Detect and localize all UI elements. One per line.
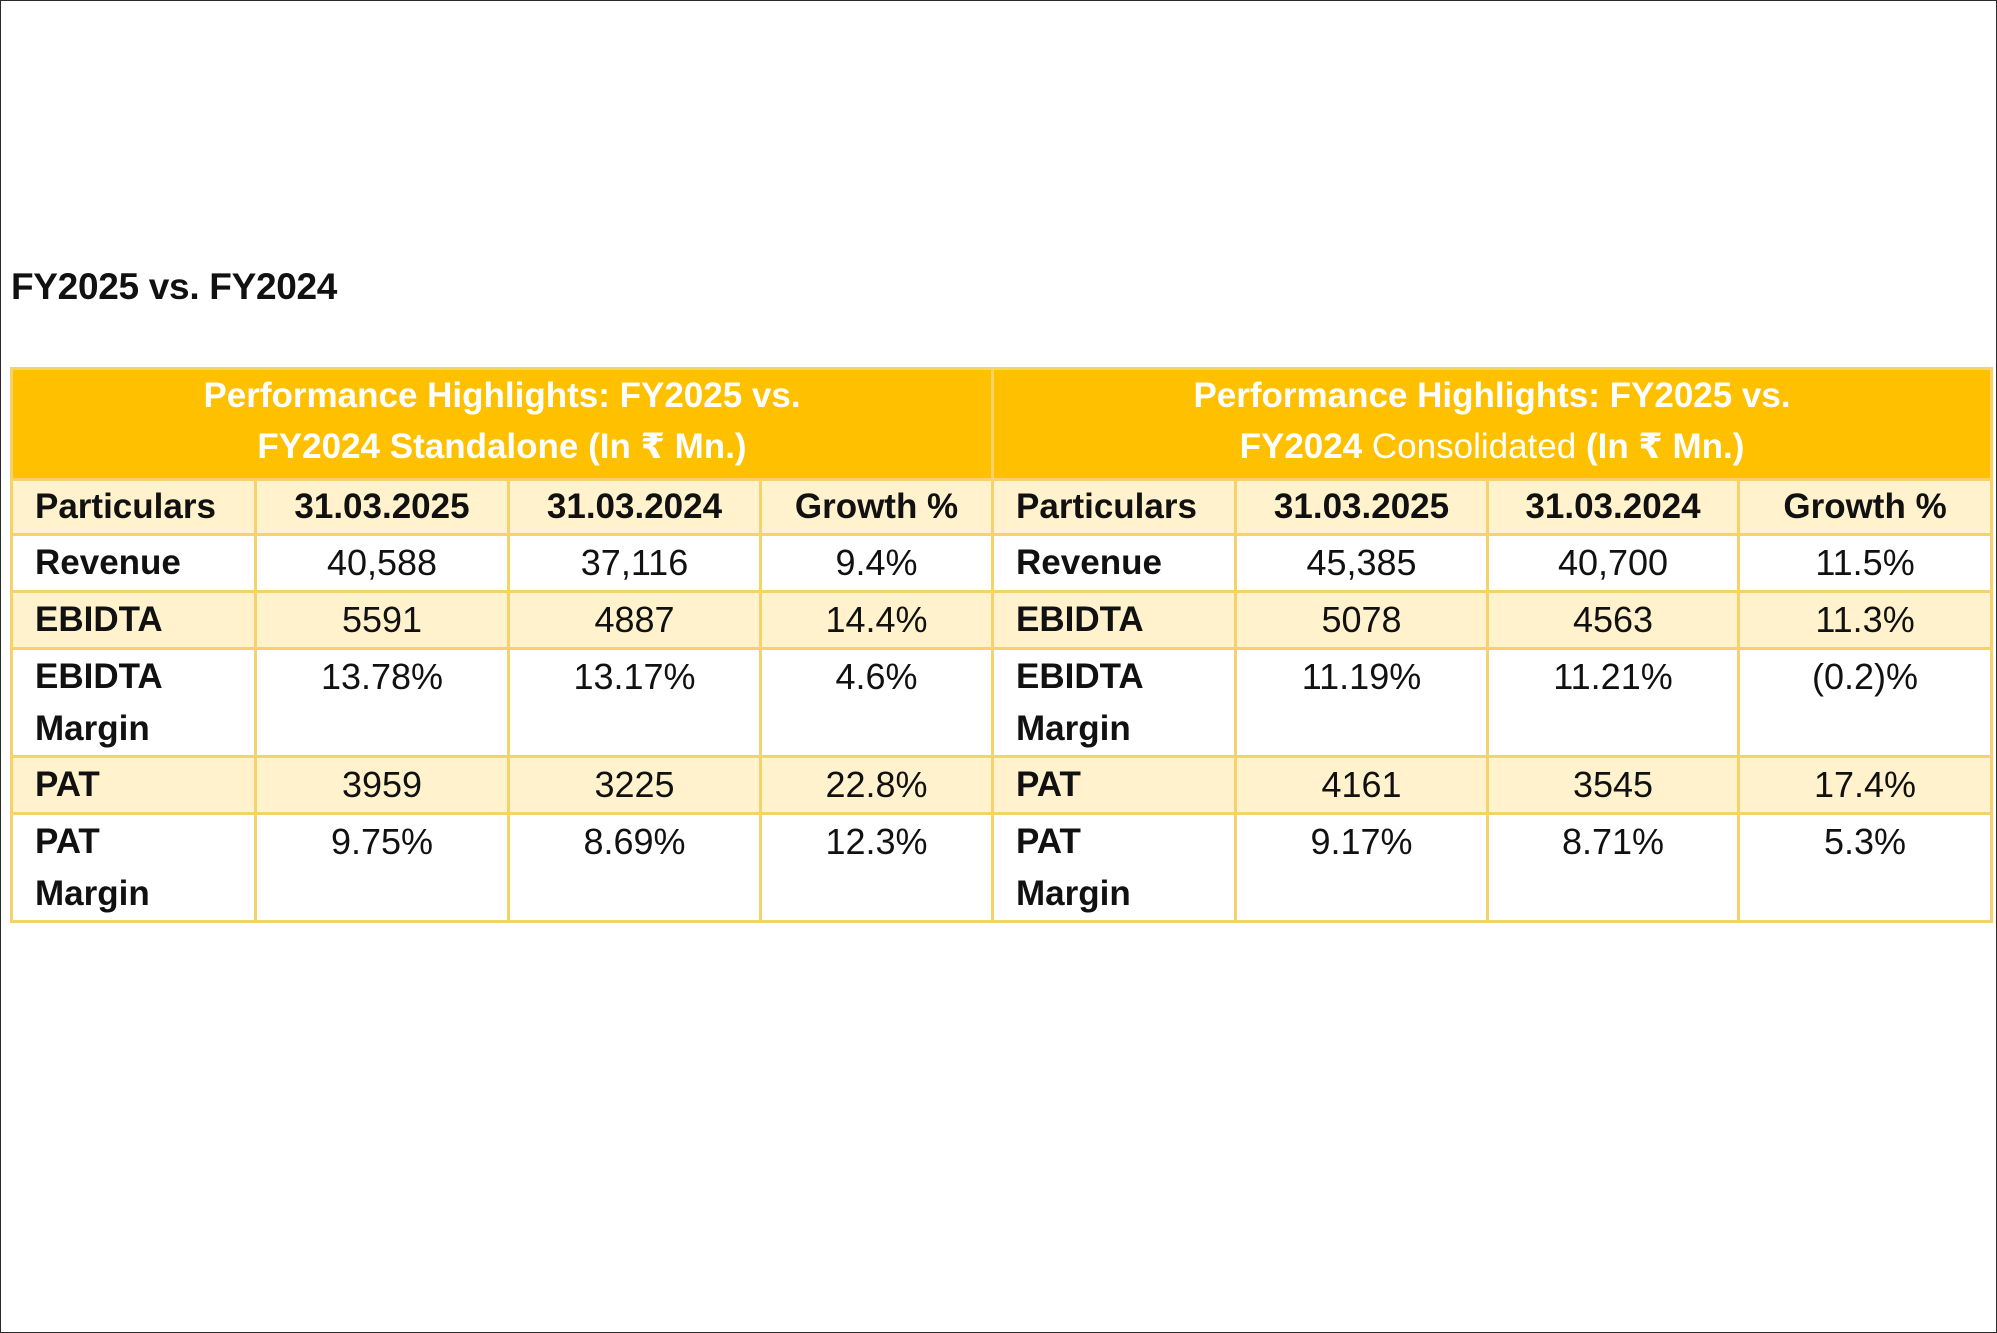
cell-value: 11.21%: [1486, 647, 1741, 758]
cell-value: 13.78%: [254, 647, 510, 758]
cell-value: 3959: [254, 755, 510, 815]
row-label: PAT: [10, 755, 257, 815]
standalone-title-line2a: FY2024 Standalone: [257, 427, 589, 466]
consolidated-title: Performance Highlights: FY2025 vs. FY202…: [991, 367, 1994, 481]
cell-value: 8.69%: [507, 812, 762, 923]
cell-value: 14.4%: [758, 590, 995, 650]
row-label: PAT Margin: [991, 812, 1238, 923]
consolidated-title-line2c: (In ₹ Mn.): [1585, 427, 1745, 466]
consolidated-col-growth: Growth %: [1737, 478, 1994, 536]
cell-value: 9.4%: [758, 533, 995, 593]
consolidated-col-fy2024: 31.03.2024: [1486, 478, 1741, 536]
row-label-line: Margin: [1016, 874, 1131, 913]
table-row: Revenue 40,588 37,116 9.4% Revenue 45,38…: [10, 533, 1994, 593]
row-label-line: EBIDTA: [35, 657, 163, 696]
cell-value: 4.6%: [758, 647, 995, 758]
cell-value: 40,588: [254, 533, 510, 593]
column-header-row: Particulars 31.03.2025 31.03.2024 Growth…: [10, 478, 1994, 536]
cell-value: 40,700: [1486, 533, 1741, 593]
table-row: PAT 3959 3225 22.8% PAT 4161 3545 17.4%: [10, 755, 1994, 815]
cell-value: 4161: [1234, 755, 1490, 815]
cell-value: 5078: [1234, 590, 1490, 650]
cell-value: 5.3%: [1737, 812, 1994, 923]
row-label: Revenue: [991, 533, 1238, 593]
standalone-col-growth: Growth %: [758, 478, 995, 536]
row-label-line: EBIDTA: [1016, 657, 1144, 696]
consolidated-col-fy2025: 31.03.2025: [1234, 478, 1490, 536]
cell-value: 11.3%: [1737, 590, 1994, 650]
cell-value: 13.17%: [507, 647, 762, 758]
row-label-line: Margin: [35, 709, 150, 748]
row-label: PAT: [991, 755, 1238, 815]
row-label-line: Margin: [35, 874, 150, 913]
table-row: PAT Margin 9.75% 8.69% 12.3% PAT Margin …: [10, 812, 1994, 923]
cell-value: 8.71%: [1486, 812, 1741, 923]
cell-value: 12.3%: [758, 812, 995, 923]
consolidated-title-line2a: FY2024: [1239, 427, 1372, 466]
row-label: PAT Margin: [10, 812, 257, 923]
row-label-line: PAT: [1016, 822, 1081, 861]
cell-value: 11.19%: [1234, 647, 1490, 758]
standalone-title: Performance Highlights: FY2025 vs. FY202…: [9, 367, 995, 481]
cell-value: (0.2)%: [1737, 647, 1994, 758]
row-label: EBIDTA: [991, 590, 1238, 650]
cell-value: 4887: [507, 590, 762, 650]
cell-value: 11.5%: [1737, 533, 1994, 593]
cell-value: 9.75%: [254, 812, 510, 923]
cell-value: 22.8%: [758, 755, 995, 815]
title-row: Performance Highlights: FY2025 vs. FY202…: [9, 367, 1994, 481]
standalone-col-fy2024: 31.03.2024: [507, 478, 762, 536]
performance-table: Performance Highlights: FY2025 vs. FY202…: [9, 367, 1994, 923]
consolidated-title-line2b: Consolidated: [1371, 427, 1586, 466]
cell-value: 4563: [1486, 590, 1741, 650]
cell-value: 17.4%: [1737, 755, 1994, 815]
cell-value: 37,116: [507, 533, 762, 593]
consolidated-title-line1: Performance Highlights: FY2025 vs.: [1193, 376, 1791, 415]
cell-value: 5591: [254, 590, 510, 650]
cell-value: 45,385: [1234, 533, 1490, 593]
table-row: EBIDTA Margin 13.78% 13.17% 4.6% EBIDTA …: [10, 647, 1994, 758]
cell-value: 3545: [1486, 755, 1741, 815]
standalone-title-line1: Performance Highlights: FY2025 vs.: [203, 376, 801, 415]
table-row: EBIDTA 5591 4887 14.4% EBIDTA 5078 4563 …: [10, 590, 1994, 650]
row-label: EBIDTA Margin: [10, 647, 257, 758]
row-label: EBIDTA Margin: [991, 647, 1238, 758]
consolidated-col-particulars: Particulars: [991, 478, 1238, 536]
row-label: Revenue: [10, 533, 257, 593]
section-heading: FY2025 vs. FY2024: [11, 266, 338, 307]
row-label: EBIDTA: [10, 590, 257, 650]
standalone-col-fy2025: 31.03.2025: [254, 478, 510, 536]
row-label-line: Margin: [1016, 709, 1131, 748]
cell-value: 9.17%: [1234, 812, 1490, 923]
row-label-line: PAT: [35, 822, 100, 861]
cell-value: 3225: [507, 755, 762, 815]
standalone-col-particulars: Particulars: [10, 478, 257, 536]
standalone-title-line2b: (In ₹ Mn.): [588, 427, 747, 466]
